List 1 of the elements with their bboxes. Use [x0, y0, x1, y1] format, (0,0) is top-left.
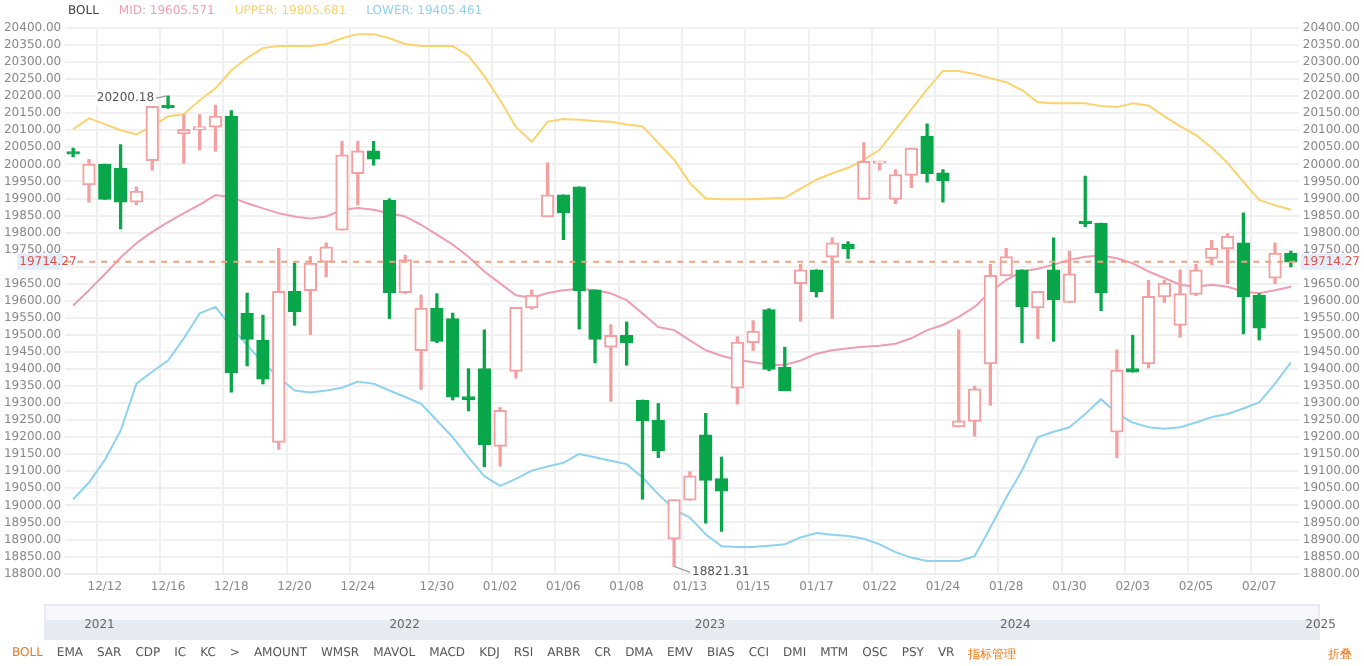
candlestick — [936, 169, 950, 203]
